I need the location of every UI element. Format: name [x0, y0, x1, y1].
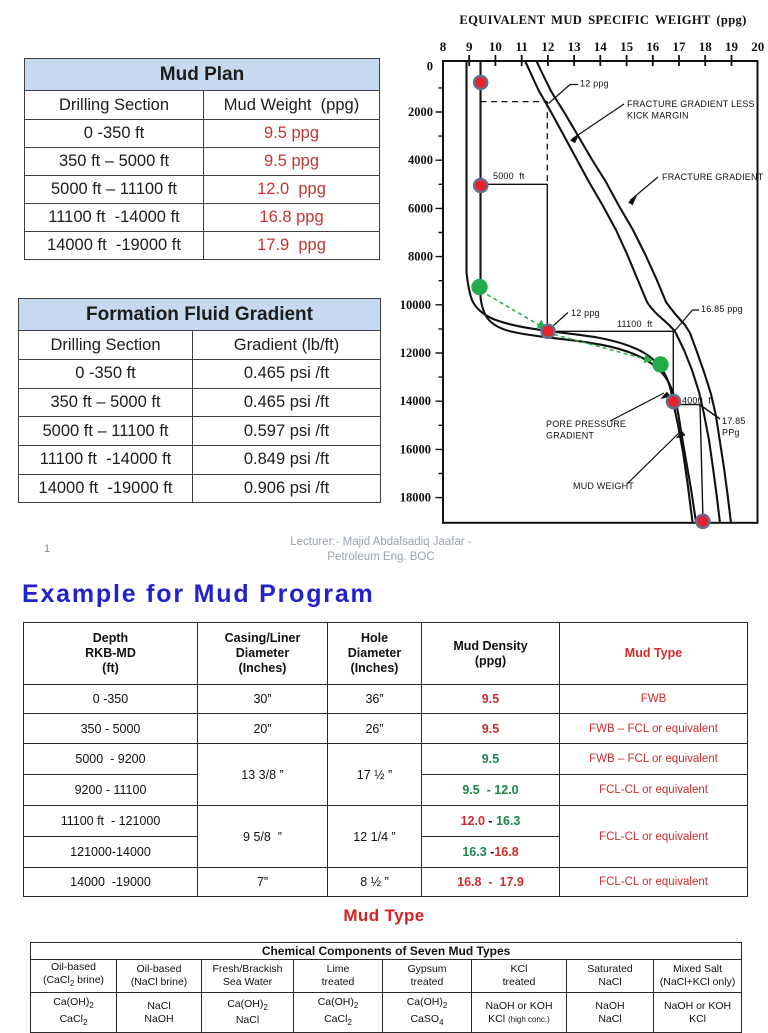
svg-text:13: 13 — [568, 39, 582, 54]
svg-text:20: 20 — [751, 39, 764, 54]
svg-text:15: 15 — [620, 39, 634, 54]
svg-text:10: 10 — [489, 39, 502, 54]
svg-text:14000: 14000 — [400, 394, 431, 408]
svg-text:6000: 6000 — [408, 201, 433, 215]
svg-text:8000: 8000 — [408, 250, 433, 264]
svg-text:12000: 12000 — [400, 346, 431, 360]
svg-text:PORE PRESSURE: PORE PRESSURE — [546, 419, 626, 429]
svg-text:EQUIVALENT MUD SPECIFIC WEIGHT: EQUIVALENT MUD SPECIFIC WEIGHT (ppg) — [459, 13, 746, 27]
svg-text:18: 18 — [699, 39, 713, 54]
svg-text:16000: 16000 — [400, 442, 431, 456]
svg-text:17: 17 — [673, 39, 687, 54]
svg-text:FRACTURE GRADIENT: FRACTURE GRADIENT — [662, 172, 764, 182]
svg-text:11: 11 — [516, 39, 528, 54]
svg-text:14: 14 — [594, 39, 608, 54]
svg-text:0: 0 — [427, 60, 433, 74]
svg-text:16: 16 — [646, 39, 660, 54]
svg-text:17.85: 17.85 — [722, 416, 746, 426]
svg-text:19: 19 — [725, 39, 739, 54]
svg-text:4000 ft: 4000 ft — [682, 396, 714, 406]
svg-text:2000: 2000 — [408, 105, 433, 119]
svg-text:GRADIENT: GRADIENT — [546, 431, 594, 441]
svg-text:12: 12 — [541, 39, 554, 54]
svg-text:10000: 10000 — [400, 298, 431, 312]
svg-text:PPg: PPg — [722, 428, 740, 438]
svg-text:8: 8 — [440, 39, 447, 54]
svg-text:MUD WEIGHT: MUD WEIGHT — [573, 481, 634, 491]
svg-text:11100 ft: 11100 ft — [617, 319, 653, 329]
svg-text:KICK MARGIN: KICK MARGIN — [627, 111, 689, 121]
svg-text:5000 ft: 5000 ft — [493, 171, 525, 181]
svg-text:9: 9 — [466, 39, 473, 54]
svg-text:12 ppg: 12 ppg — [571, 308, 600, 318]
svg-text:16.85 ppg: 16.85 ppg — [701, 304, 743, 314]
svg-text:18000: 18000 — [400, 491, 431, 505]
svg-text:12 ppg: 12 ppg — [580, 79, 609, 89]
svg-text:4000: 4000 — [408, 153, 433, 167]
svg-text:FRACTURE GRADIENT LESS: FRACTURE GRADIENT LESS — [627, 99, 755, 109]
